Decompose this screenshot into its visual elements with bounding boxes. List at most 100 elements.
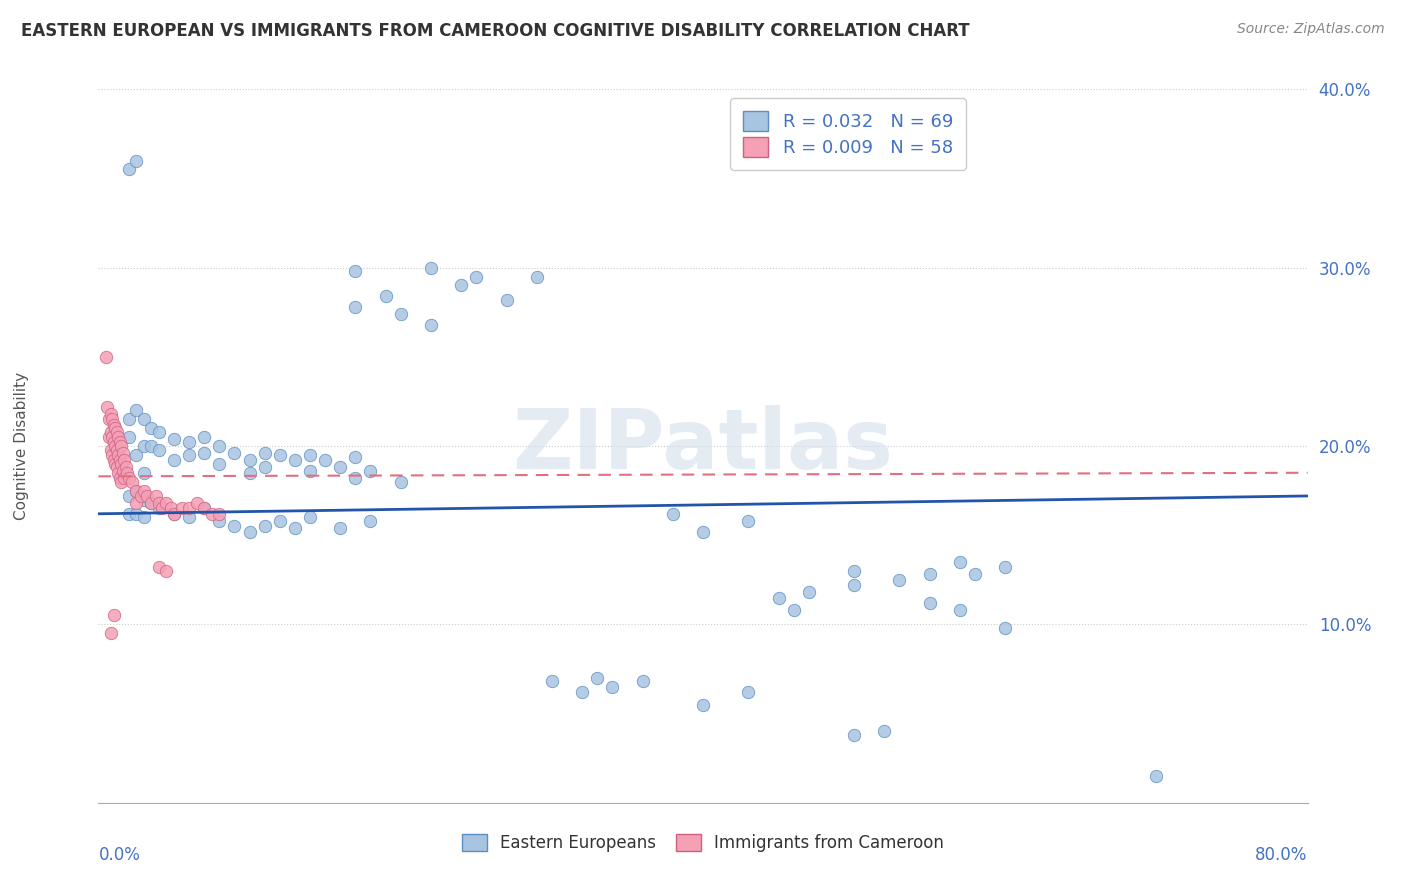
Point xyxy=(155,564,177,578)
Point xyxy=(179,448,201,462)
Point xyxy=(844,564,866,578)
Point xyxy=(115,466,138,480)
Point xyxy=(889,573,911,587)
Point xyxy=(125,448,148,462)
Point xyxy=(112,471,135,485)
Point xyxy=(105,460,128,475)
Point xyxy=(100,626,122,640)
Point xyxy=(141,421,163,435)
Point xyxy=(101,412,124,426)
Point xyxy=(193,501,215,516)
Point xyxy=(104,421,127,435)
Point xyxy=(193,446,215,460)
Point xyxy=(108,435,131,450)
Text: Source: ZipAtlas.com: Source: ZipAtlas.com xyxy=(1237,22,1385,37)
Point xyxy=(949,603,972,617)
Point xyxy=(844,728,866,742)
Point xyxy=(98,412,121,426)
Point xyxy=(132,439,155,453)
Point xyxy=(135,489,157,503)
Point xyxy=(299,510,322,524)
Point xyxy=(344,471,367,485)
Point xyxy=(112,453,135,467)
Point xyxy=(299,464,322,478)
Point xyxy=(148,442,170,457)
Point xyxy=(253,446,276,460)
Point xyxy=(103,417,125,432)
Point xyxy=(155,496,177,510)
Point xyxy=(269,448,291,462)
Point xyxy=(125,483,148,498)
Point xyxy=(107,466,129,480)
Point xyxy=(118,412,141,426)
Point xyxy=(374,289,396,303)
Point xyxy=(329,521,352,535)
Point xyxy=(100,425,122,439)
Point xyxy=(586,671,609,685)
Text: EASTERN EUROPEAN VS IMMIGRANTS FROM CAMEROON COGNITIVE DISABILITY CORRELATION CH: EASTERN EUROPEAN VS IMMIGRANTS FROM CAME… xyxy=(21,22,970,40)
Point xyxy=(965,567,987,582)
Point xyxy=(208,514,231,528)
Point xyxy=(132,412,155,426)
Point xyxy=(179,510,201,524)
Point xyxy=(108,453,131,467)
Point xyxy=(104,439,127,453)
Point xyxy=(389,307,412,321)
Point xyxy=(141,496,163,510)
Point xyxy=(495,293,517,307)
Point xyxy=(465,269,488,284)
Point xyxy=(107,448,129,462)
Point xyxy=(101,430,124,444)
Point xyxy=(132,510,155,524)
Point xyxy=(299,448,322,462)
Point xyxy=(98,430,121,444)
Point xyxy=(768,591,790,605)
Point xyxy=(239,453,262,467)
Point xyxy=(125,507,148,521)
Point xyxy=(844,578,866,592)
Point xyxy=(389,475,412,489)
Point xyxy=(125,403,148,417)
Point xyxy=(179,435,201,450)
Point xyxy=(344,450,367,464)
Point xyxy=(118,430,141,444)
Point xyxy=(450,278,472,293)
Text: ZIPatlas: ZIPatlas xyxy=(513,406,893,486)
Point xyxy=(737,685,759,699)
Point xyxy=(141,496,163,510)
Point xyxy=(101,448,124,462)
Point xyxy=(94,350,117,364)
Point xyxy=(918,567,941,582)
Point xyxy=(208,439,231,453)
Point xyxy=(540,674,562,689)
Point xyxy=(360,514,382,528)
Point xyxy=(420,318,443,332)
Text: 0.0%: 0.0% xyxy=(98,846,141,863)
Point xyxy=(224,519,246,533)
Point xyxy=(118,507,141,521)
Point xyxy=(114,460,136,475)
Point xyxy=(692,524,714,539)
Point xyxy=(110,439,132,453)
Point xyxy=(631,674,654,689)
Point xyxy=(269,514,291,528)
Point xyxy=(994,621,1017,635)
Point xyxy=(118,162,141,177)
Point xyxy=(129,489,152,503)
Point xyxy=(239,524,262,539)
Point xyxy=(110,457,132,471)
Point xyxy=(132,483,155,498)
Point xyxy=(96,400,118,414)
Point xyxy=(314,453,336,467)
Point xyxy=(125,483,148,498)
Point xyxy=(121,475,143,489)
Point xyxy=(105,442,128,457)
Point xyxy=(253,519,276,533)
Point xyxy=(148,496,170,510)
Point xyxy=(111,464,134,478)
Point xyxy=(125,153,148,168)
Point xyxy=(108,471,131,485)
Point xyxy=(163,453,186,467)
Point xyxy=(797,585,820,599)
Point xyxy=(602,680,624,694)
